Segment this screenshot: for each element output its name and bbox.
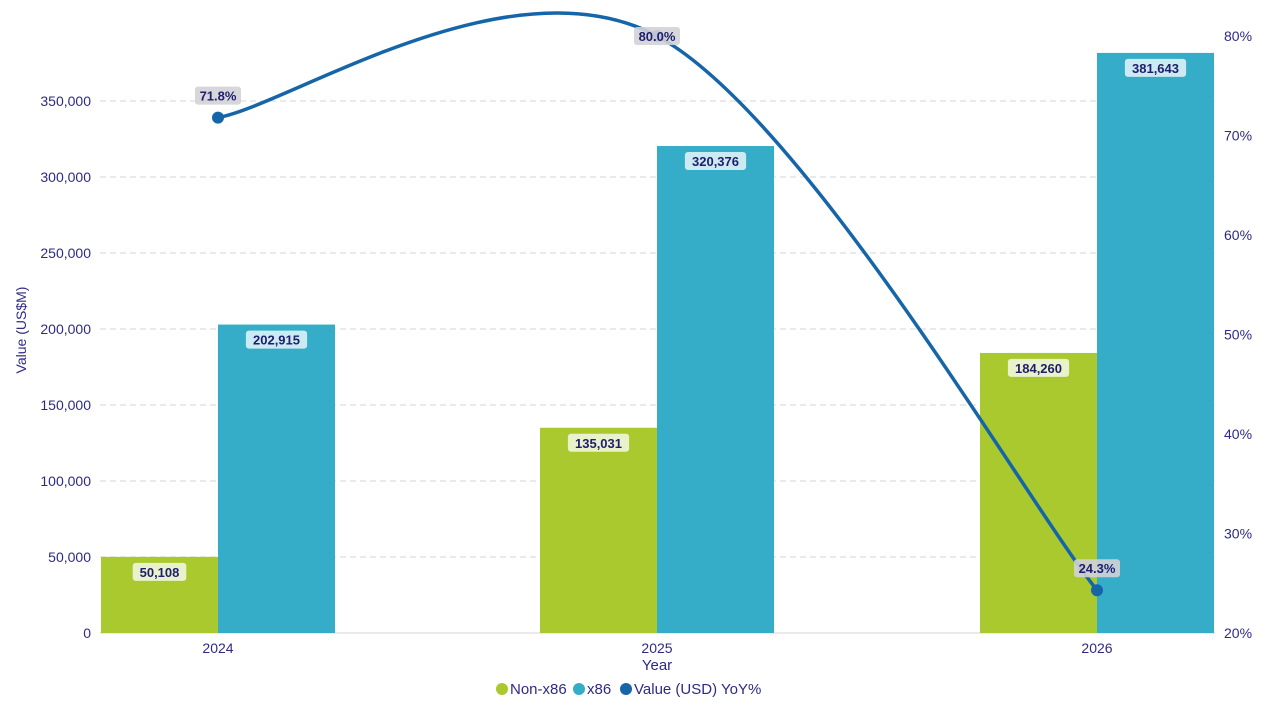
bar-x86 <box>657 146 774 633</box>
y-tick-label: 350,000 <box>40 93 91 109</box>
y-tick-label: 250,000 <box>40 245 91 261</box>
data-label-background <box>195 86 241 105</box>
data-label: 135,031 <box>575 436 622 451</box>
line-point <box>212 111 224 124</box>
data-label-background <box>1007 358 1070 377</box>
x-tick-label: 2024 <box>202 640 233 656</box>
data-label: 381,643 <box>1132 61 1179 76</box>
legend-label: Non-x86 <box>510 681 567 698</box>
y-axis-title: Value (US$M) <box>13 287 29 374</box>
data-label-background <box>1074 559 1120 578</box>
data-label: 50,108 <box>140 565 180 580</box>
data-label: 24.3% <box>1079 561 1116 576</box>
bar-x86 <box>1097 52 1214 633</box>
y2-tick-label: 60% <box>1224 227 1252 243</box>
data-label: 202,915 <box>253 333 300 348</box>
y-tick-label: 200,000 <box>40 321 91 337</box>
y-tick-label: 50,000 <box>48 549 91 565</box>
y2-tick-label: 30% <box>1224 526 1252 542</box>
data-label: 71.8% <box>200 89 237 104</box>
y2-tick-label: 70% <box>1224 128 1252 144</box>
y-tick-label: 150,000 <box>40 397 91 413</box>
y2-tick-label: 50% <box>1224 327 1252 343</box>
data-label-background <box>132 562 187 581</box>
y-tick-label: 100,000 <box>40 473 91 489</box>
line-point <box>1091 584 1103 597</box>
x-axis-title: Year <box>642 657 672 674</box>
bar-non-x86 <box>540 427 657 633</box>
x-tick-label: 2025 <box>641 640 672 656</box>
y-tick-label: 300,000 <box>40 169 91 185</box>
legend-label: Value (USD) YoY% <box>634 681 761 698</box>
bar-x86 <box>218 324 335 633</box>
legend-marker <box>496 683 508 695</box>
line-yoy <box>217 11 1099 592</box>
data-label-background <box>567 433 630 452</box>
data-label: 80.0% <box>639 29 676 44</box>
data-label-background <box>1124 58 1187 77</box>
legend-label: x86 <box>587 681 611 698</box>
data-label-background <box>684 152 747 171</box>
bar-non-x86 <box>980 352 1097 633</box>
y2-tick-label: 80% <box>1224 28 1252 44</box>
data-label: 320,376 <box>692 154 739 169</box>
legend-marker <box>620 683 632 695</box>
y2-tick-label: 20% <box>1224 625 1252 641</box>
legend-marker <box>573 683 585 695</box>
x-tick-label: 2026 <box>1081 640 1112 656</box>
data-label-background <box>634 27 680 45</box>
y2-tick-label: 40% <box>1224 426 1252 442</box>
data-label: 184,260 <box>1015 361 1062 376</box>
data-label-background <box>245 330 308 349</box>
y-tick-label: 0 <box>83 625 91 641</box>
